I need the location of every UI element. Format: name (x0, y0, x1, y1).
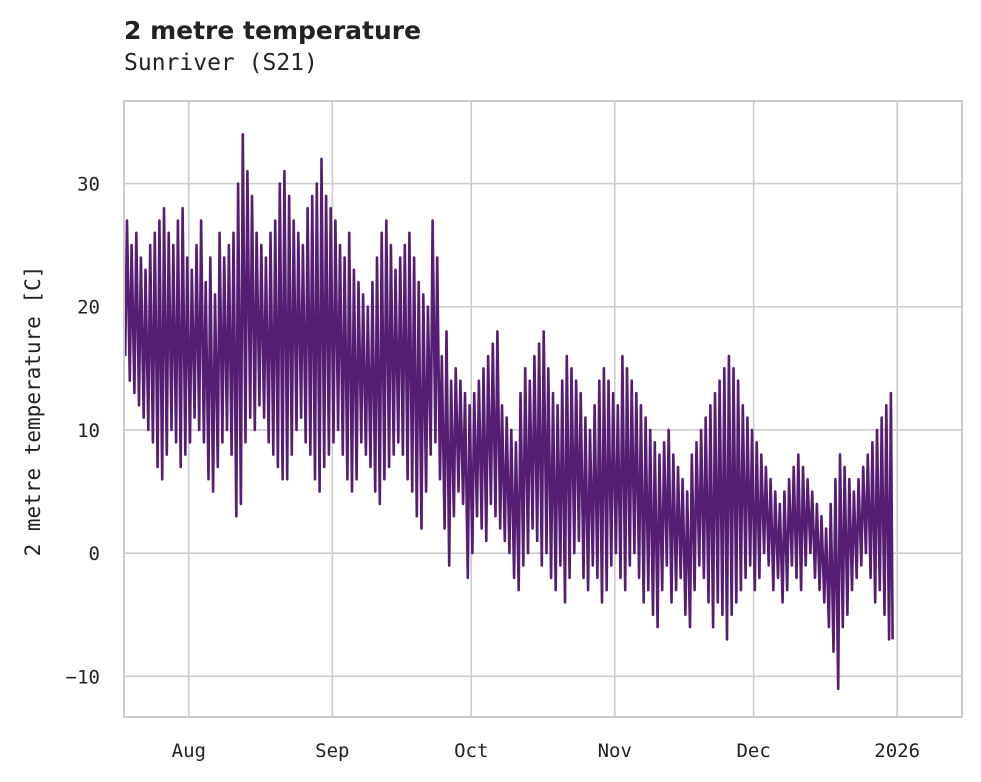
y-tick-label: 0 (89, 543, 100, 565)
y-tick-label: 10 (77, 420, 100, 442)
y-tick-label: −10 (66, 666, 100, 688)
x-tick-label: Dec (736, 740, 770, 762)
y-axis-label: 2 metre temperature [C] (21, 266, 45, 557)
y-tick-label: 20 (77, 297, 100, 319)
chart-subtitle: Sunriver (S21) (124, 50, 318, 76)
x-tick-label: 2026 (874, 740, 920, 762)
series-layer (124, 133, 894, 690)
y-tick-label: 30 (77, 174, 100, 196)
x-tick-label: Aug (172, 740, 206, 762)
x-tick-label: Oct (454, 740, 488, 762)
temperature-series-line (124, 133, 894, 690)
plot-frame (123, 100, 963, 718)
x-tick-label: Sep (315, 740, 349, 762)
x-tick-label: Nov (598, 740, 632, 762)
tick-labels: −10 0 10 20 30 Aug Sep Oct Nov Dec 2026 (66, 174, 920, 762)
chart-title: 2 metre temperature (124, 16, 422, 45)
